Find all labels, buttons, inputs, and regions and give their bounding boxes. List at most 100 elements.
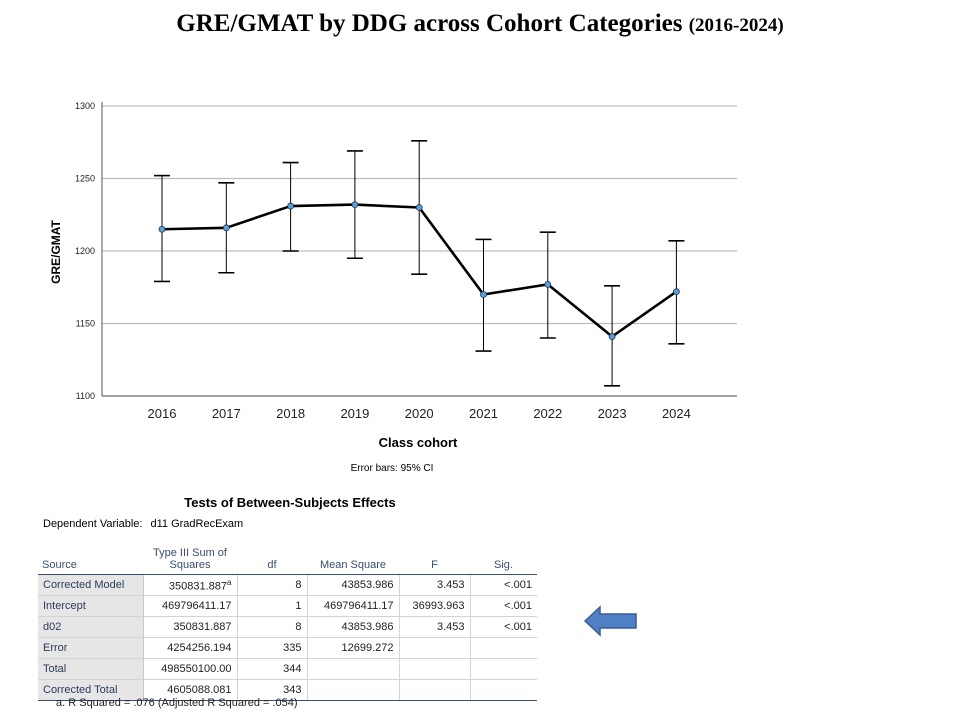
cell-value: 335 <box>283 642 302 654</box>
title-sub: (2016-2024) <box>688 15 784 36</box>
table-header-row: Source Type III Sum of Squares df Mean S… <box>38 535 537 575</box>
table-cell: <.001 <box>470 616 537 638</box>
table-cell: 8 <box>237 574 308 596</box>
table-row-corrected-total: Corrected Total 4605088.081 343 <box>38 679 537 701</box>
table-cell <box>399 637 471 659</box>
cell-value: <.001 <box>504 621 532 633</box>
dep-var-value: d11 GradRecExam <box>150 518 244 530</box>
row-label: Corrected Model <box>38 574 144 596</box>
table-cell: 3.453 <box>399 574 471 596</box>
table-row-d02: d02 350831.887 8 43853.986 3.453 <.001 <box>38 616 537 638</box>
cell-value: Corrected Model <box>43 579 125 591</box>
table-cell: 8 <box>237 616 308 638</box>
line-chart: 1100 1150 1200 1250 1300 2016 2017 2018 2019 202… <box>49 101 737 474</box>
x-tick-label: 2019 <box>340 406 369 421</box>
table-cell: 498550100.00 <box>143 658 238 680</box>
row-label: Error <box>38 637 144 659</box>
table-cell <box>307 658 400 680</box>
footnote-marker: a <box>227 577 232 587</box>
cell-value: 43853.986 <box>341 621 394 633</box>
table-cell <box>470 658 537 680</box>
table-cell: 344 <box>237 658 308 680</box>
row-label: Corrected Total <box>38 679 144 701</box>
table-row-corrected-model: Corrected Model 350831.887a 8 43853.986 3.45… <box>38 574 537 596</box>
cell-value: 8 <box>295 621 302 633</box>
header-df: df <box>237 535 307 575</box>
table-cell: <.001 <box>470 595 537 617</box>
table-cell: 12699.272 <box>307 637 400 659</box>
table-cell: 343 <box>237 679 308 701</box>
cell-value: 8 <box>295 579 302 591</box>
cell-value: d02 <box>43 621 62 633</box>
dependent-variable: Dependent Variable: d11 GradRecExam <box>43 518 243 530</box>
header-source: Source <box>38 535 143 575</box>
cell-value: 4254256.194 <box>167 642 232 654</box>
cell-value: 469796411.17 <box>161 600 232 612</box>
table-cell <box>399 658 471 680</box>
table-cell: 469796411.17 <box>307 595 400 617</box>
table-row-error: Error 4254256.194 335 12699.272 <box>38 637 537 659</box>
table-cell: 43853.986 <box>307 574 400 596</box>
table-cell: 350831.887 <box>143 616 238 638</box>
x-tick-label: 2022 <box>533 406 562 421</box>
cell-value: 350831.887 <box>168 580 228 593</box>
cell-value: 344 <box>283 663 302 675</box>
x-tick-label: 2024 <box>662 406 691 421</box>
data-point <box>608 333 616 340</box>
data-point <box>351 201 359 208</box>
cell-value: <.001 <box>504 579 532 591</box>
cell-value: 469796411.17 <box>323 600 394 612</box>
table-footnote: a. R Squared = .076 (Adjusted R Squared … <box>56 697 298 709</box>
cell-value: Intercept <box>43 600 86 612</box>
data-points <box>158 201 680 340</box>
title-main: GRE/GMAT by DDG across Cohort Categories <box>176 10 683 37</box>
cell-value: 498550100.00 <box>161 663 232 675</box>
data-point <box>415 204 423 211</box>
data-point <box>673 288 680 296</box>
table-cell <box>470 679 537 701</box>
table-row-intercept: Intercept 469796411.17 1 469796411.17 36993.… <box>38 595 537 617</box>
table-cell: 3.453 <box>399 616 471 638</box>
y-tick-labels: 1100 1150 1200 1250 1300 <box>75 101 95 401</box>
y-tick-label: 1200 <box>75 246 95 256</box>
arrow-shape <box>583 605 637 637</box>
cell-value: 3.453 <box>436 579 465 591</box>
table-cell: 1 <box>237 595 308 617</box>
y-tick-label: 1150 <box>76 319 95 329</box>
data-point <box>480 291 487 298</box>
table-title: Tests of Between-Subjects Effects <box>184 495 396 510</box>
table-cell: 4254256.194 <box>143 637 238 659</box>
x-tick-label: 2023 <box>598 406 627 421</box>
table-cell <box>307 679 400 701</box>
table-cell <box>399 679 471 701</box>
header-sum-squares: Type III Sum of Squares <box>143 535 237 575</box>
cell-value: <.001 <box>504 600 532 612</box>
table-cell: 43853.986 <box>307 616 400 638</box>
cell-value: Error <box>43 642 68 654</box>
cell-value: 12699.272 <box>341 642 394 654</box>
error-bar-note: Error bars: 95% CI <box>351 463 434 474</box>
table-cell: 469796411.17 <box>143 595 238 617</box>
header-f: F <box>399 535 470 575</box>
x-tick-label: 2018 <box>276 406 305 421</box>
cell-value: 4605088.081 <box>167 684 232 696</box>
y-axis-label: GRE/GMAT <box>49 219 63 283</box>
cell-value: 43853.986 <box>341 579 394 591</box>
cell-value: 350831.887 <box>173 621 232 633</box>
header-mean-square: Mean Square <box>307 535 399 575</box>
x-tick-label: 2021 <box>469 406 498 421</box>
x-tick-labels: 2016 2017 2018 2019 2020 2021 2022 2023 2024 <box>148 406 691 421</box>
dep-var-label: Dependent Variable: <box>43 518 143 530</box>
row-label: d02 <box>38 616 144 638</box>
table-cell: 4605088.081 <box>143 679 238 701</box>
table-row-total: Total 498550100.00 344 <box>38 658 537 680</box>
left-arrow-icon <box>583 605 637 637</box>
data-point <box>222 224 230 232</box>
cell-value: Corrected Total <box>43 684 118 696</box>
anova-table: Source Type III Sum of Squares df Mean S… <box>38 535 537 701</box>
table-cell <box>470 637 537 659</box>
y-tick-label: 1100 <box>76 391 95 401</box>
cell-value: 343 <box>283 684 302 696</box>
cell-value: Total <box>43 663 67 675</box>
x-tick-label: 2016 <box>148 406 177 421</box>
